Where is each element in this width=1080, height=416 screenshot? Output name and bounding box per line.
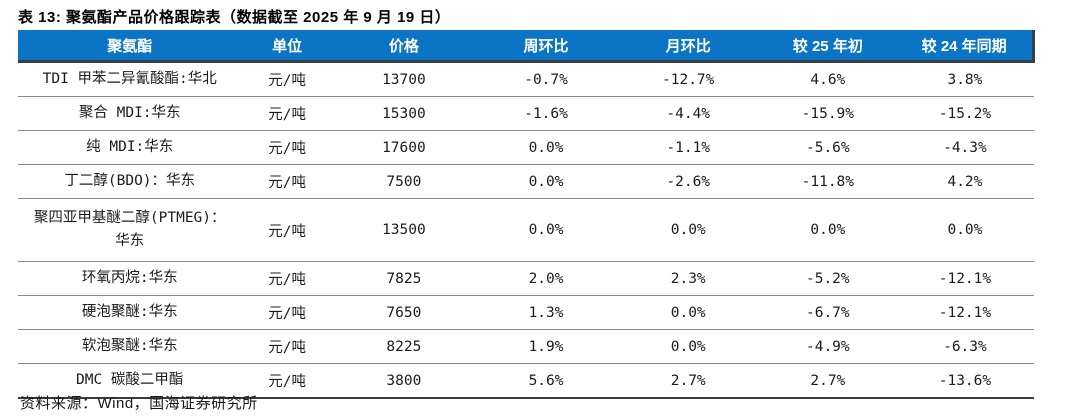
source-note: 资料来源：Wind，国海证券研究所	[20, 395, 258, 412]
vs-start-25-cell: 0.0%	[759, 198, 897, 262]
unit-cell: 元/吨	[241, 198, 333, 262]
product-cell: 纯 MDI:华东	[18, 130, 242, 165]
table-row: 纯 MDI:华东 元/吨 17600 0.0% -1.1% -5.6% -4.3…	[18, 130, 1034, 165]
price-cell: 13500	[332, 198, 475, 262]
vs-start-25-cell: -4.9%	[759, 329, 897, 364]
product-cell: 软泡聚醚:华东	[18, 329, 242, 364]
price-cell: 7650	[332, 295, 475, 330]
header-unit: 单位	[241, 30, 333, 63]
vs-yoy-24-cell: -12.1%	[896, 261, 1034, 296]
vs-start-25-cell: -11.8%	[759, 164, 897, 199]
table-title: 表 13: 聚氨酯产品价格跟踪表（数据截至 2025 年 9 月 19 日）	[18, 9, 451, 26]
price-cell: 7500	[332, 164, 475, 199]
mom-cell: -2.6%	[617, 164, 760, 199]
header-row: 聚氨酯 单位 价格 周环比 月环比 较 25 年初 较 24 年同期	[18, 30, 1036, 63]
unit-cell: 元/吨	[241, 61, 333, 97]
product-cell: 聚合 MDI:华东	[18, 96, 242, 131]
price-cell: 13700	[332, 61, 475, 97]
header-mom: 月环比	[617, 30, 760, 63]
header-product: 聚氨酯	[18, 30, 242, 63]
header-wow: 周环比	[474, 30, 618, 63]
wow-cell: 2.0%	[474, 261, 618, 296]
mom-cell: 2.3%	[617, 261, 760, 296]
vs-start-25-cell: -5.2%	[759, 261, 897, 296]
unit-cell: 元/吨	[241, 96, 333, 131]
vs-start-25-cell: 2.7%	[759, 363, 897, 399]
table-row: 丁二醇(BDO)：华东 元/吨 7500 0.0% -2.6% -11.8% 4…	[18, 164, 1034, 199]
mom-cell: -12.7%	[617, 61, 760, 97]
product-cell: DMC 碳酸二甲酯	[18, 363, 242, 399]
product-cell: 聚四亚甲基醚二醇(PTMEG)： 华东	[18, 198, 242, 262]
table-body: TDI 甲苯二异氰酸酯:华北 元/吨 13700 -0.7% -12.7% 4.…	[18, 61, 1034, 399]
mom-cell: -4.4%	[617, 96, 760, 131]
vs-yoy-24-cell: 0.0%	[896, 198, 1034, 262]
vs-yoy-24-cell: -15.2%	[896, 96, 1034, 131]
price-cell: 7825	[332, 261, 475, 296]
table-header: 聚氨酯 单位 价格 周环比 月环比 较 25 年初 较 24 年同期	[18, 30, 1036, 63]
table-row: 聚合 MDI:华东 元/吨 15300 -1.6% -4.4% -15.9% -…	[18, 96, 1034, 131]
table-row: 硬泡聚醚:华东 元/吨 7650 1.3% 0.0% -6.7% -12.1%	[18, 295, 1034, 330]
wow-cell: -0.7%	[474, 61, 618, 97]
vs-yoy-24-cell: -13.6%	[896, 363, 1034, 399]
unit-cell: 元/吨	[241, 363, 333, 399]
table-row: DMC 碳酸二甲酯 元/吨 3800 5.6% 2.7% 2.7% -13.6%	[18, 363, 1034, 399]
mom-cell: 0.0%	[617, 329, 760, 364]
product-cell: 硬泡聚醚:华东	[18, 295, 242, 330]
wow-cell: 1.9%	[474, 329, 618, 364]
table-row: 环氧丙烷:华东 元/吨 7825 2.0% 2.3% -5.2% -12.1%	[18, 261, 1034, 296]
product-cell: 环氧丙烷:华东	[18, 261, 242, 296]
wow-cell: 0.0%	[474, 130, 618, 165]
wow-cell: 0.0%	[474, 198, 618, 262]
price-cell: 15300	[332, 96, 475, 131]
unit-cell: 元/吨	[241, 130, 333, 165]
vs-start-25-cell: -5.6%	[759, 130, 897, 165]
vs-start-25-cell: -15.9%	[759, 96, 897, 131]
table-row: TDI 甲苯二异氰酸酯:华北 元/吨 13700 -0.7% -12.7% 4.…	[18, 61, 1034, 97]
unit-cell: 元/吨	[241, 295, 333, 330]
unit-cell: 元/吨	[241, 164, 333, 199]
unit-cell: 元/吨	[241, 329, 333, 364]
wow-cell: 0.0%	[474, 164, 618, 199]
unit-cell: 元/吨	[241, 261, 333, 296]
price-tracking-table: 聚氨酯 单位 价格 周环比 月环比 较 25 年初 较 24 年同期 TDI 甲…	[18, 30, 1036, 399]
product-cell: TDI 甲苯二异氰酸酯:华北	[18, 61, 242, 97]
mom-cell: 0.0%	[617, 198, 760, 262]
mom-cell: -1.1%	[617, 130, 760, 165]
header-vs-start-25: 较 25 年初	[759, 30, 897, 63]
vs-start-25-cell: -6.7%	[759, 295, 897, 330]
vs-yoy-24-cell: -4.3%	[896, 130, 1034, 165]
product-cell: 丁二醇(BDO)：华东	[18, 164, 242, 199]
price-cell: 3800	[332, 363, 475, 399]
table-row: 聚四亚甲基醚二醇(PTMEG)： 华东 元/吨 13500 0.0% 0.0% …	[18, 198, 1034, 262]
vs-yoy-24-cell: 4.2%	[896, 164, 1034, 199]
wow-cell: -1.6%	[474, 96, 618, 131]
mom-cell: 0.0%	[617, 295, 760, 330]
price-cell: 8225	[332, 329, 475, 364]
table-row: 软泡聚醚:华东 元/吨 8225 1.9% 0.0% -4.9% -6.3%	[18, 329, 1034, 364]
wow-cell: 5.6%	[474, 363, 618, 399]
vs-yoy-24-cell: 3.8%	[896, 61, 1034, 97]
vs-yoy-24-cell: -12.1%	[896, 295, 1034, 330]
mom-cell: 2.7%	[617, 363, 760, 399]
price-cell: 17600	[332, 130, 475, 165]
header-vs-yoy-24: 较 24 年同期	[896, 30, 1036, 63]
vs-start-25-cell: 4.6%	[759, 61, 897, 97]
vs-yoy-24-cell: -6.3%	[896, 329, 1034, 364]
header-price: 价格	[332, 30, 475, 63]
wow-cell: 1.3%	[474, 295, 618, 330]
